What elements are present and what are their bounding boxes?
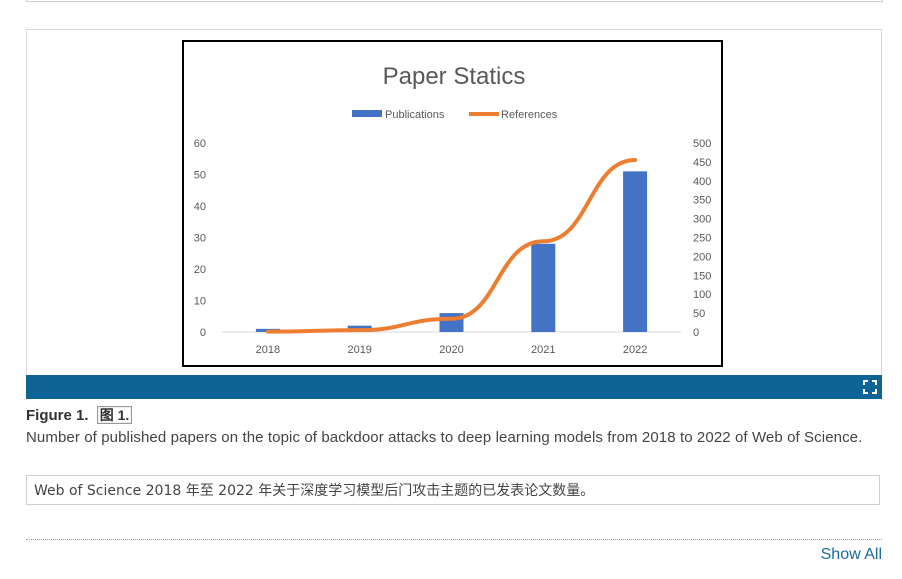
legend-swatch-publications — [352, 110, 382, 117]
bar-series — [255, 171, 648, 332]
x-tick-label: 2018 — [256, 344, 280, 356]
y-right-tick-label: 300 — [693, 214, 711, 226]
bar-publications — [531, 243, 556, 332]
y-right-tick-label: 200 — [693, 251, 711, 263]
x-tick-label: 2020 — [439, 344, 463, 356]
y-right-tick-label: 100 — [693, 289, 711, 301]
previous-section-box — [26, 0, 883, 2]
bar-publications — [623, 171, 648, 332]
line-series — [265, 158, 638, 334]
y-left-tick-label: 40 — [194, 201, 206, 213]
y-left-tick-label: 20 — [194, 264, 206, 276]
y-axis-right: 0 50 100 150 200 250 300 350 400 450 500 — [693, 138, 711, 339]
legend-label-references: References — [501, 109, 558, 121]
chart: Paper Statics Publications References 0 10… — [182, 40, 723, 367]
y-left-tick-label: 30 — [194, 233, 206, 245]
legend-label-publications: Publications — [385, 109, 445, 121]
figure-toolbar — [26, 375, 882, 399]
y-right-tick-label: 150 — [693, 270, 711, 282]
figure-caption: Figure 1. 图 1. Number of published paper… — [26, 406, 886, 447]
divider — [26, 539, 882, 540]
chart-title: Paper Statics — [383, 63, 526, 90]
chart-svg: Paper Statics Publications References 0 10… — [194, 63, 712, 356]
y-left-tick-label: 0 — [200, 327, 206, 339]
y-right-tick-label: 500 — [693, 138, 711, 150]
x-tick-label: 2022 — [623, 344, 647, 356]
show-all-link[interactable]: Show All — [820, 546, 882, 563]
y-right-tick-label: 0 — [693, 327, 699, 339]
y-right-tick-label: 250 — [693, 233, 711, 245]
caption-translation: Web of Science 2018 年至 2022 年关于深度学习模型后门攻… — [26, 475, 880, 505]
y-left-tick-label: 60 — [194, 138, 206, 150]
x-tick-label: 2021 — [531, 344, 555, 356]
chart-legend: Publications References — [352, 109, 558, 121]
y-right-tick-label: 350 — [693, 195, 711, 207]
figure-label-cn: 图 1. — [96, 406, 133, 424]
line-references — [265, 158, 638, 334]
figure-label: Figure 1. — [26, 407, 89, 424]
y-left-tick-label: 50 — [194, 170, 206, 182]
caption-text: Number of published papers on the topic … — [26, 429, 863, 446]
expand-icon[interactable] — [862, 379, 878, 395]
y-right-tick-label: 450 — [693, 157, 711, 169]
y-right-tick-label: 400 — [693, 176, 711, 188]
y-left-tick-label: 10 — [194, 296, 206, 308]
y-axis-left: 0 10 20 30 40 50 60 — [194, 138, 206, 339]
x-tick-label: 2019 — [347, 344, 371, 356]
y-right-tick-label: 50 — [693, 308, 705, 320]
x-axis: 2018 2019 2020 2021 2022 — [256, 344, 648, 356]
